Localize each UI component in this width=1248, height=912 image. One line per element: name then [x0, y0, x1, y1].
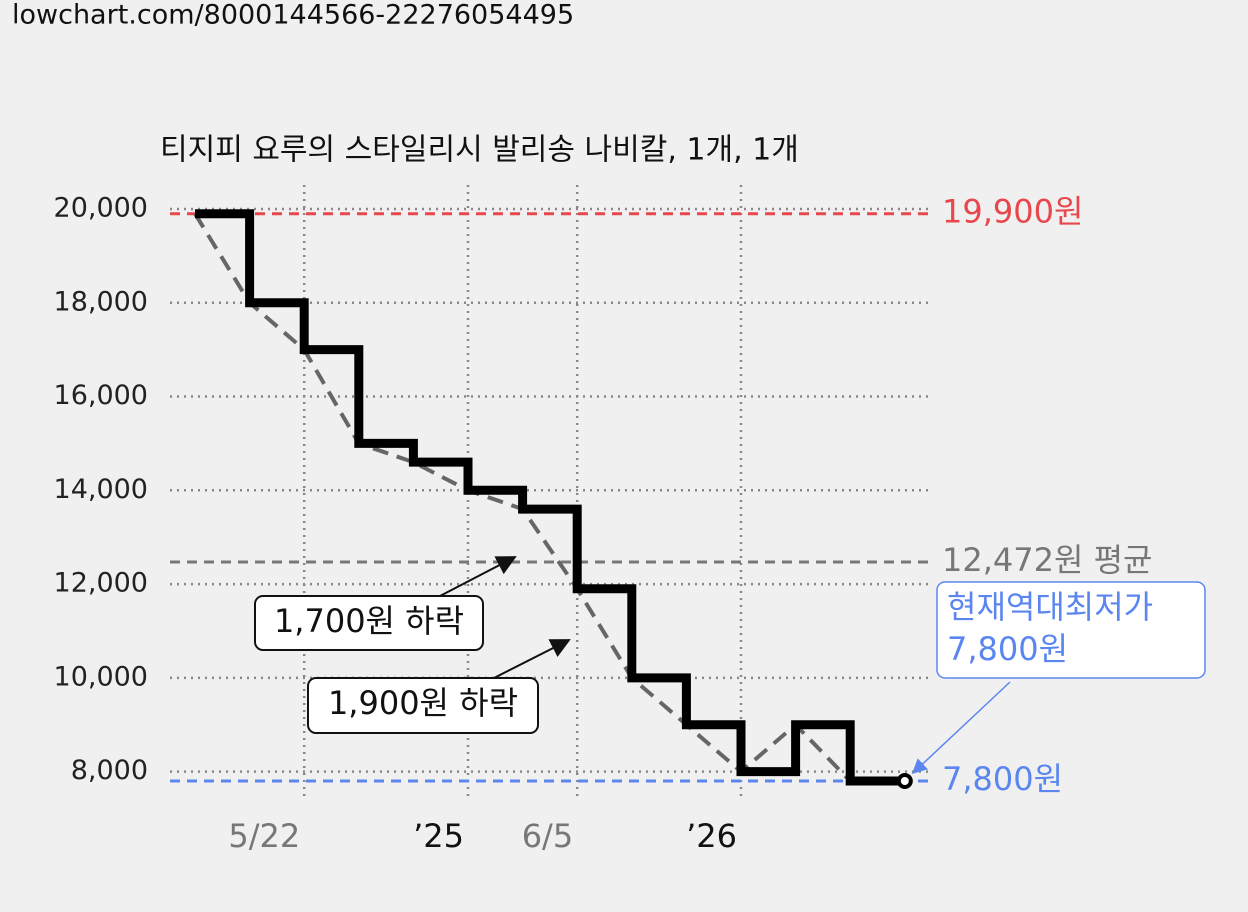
y-tick-label: 14,000 [54, 474, 148, 505]
y-tick-label: 8,000 [71, 755, 148, 786]
y-tick-label: 12,000 [54, 568, 148, 599]
y-tick-label: 20,000 [54, 193, 148, 224]
y-tick-label: 16,000 [54, 380, 148, 411]
annotation-box [307, 677, 539, 734]
y-tick-label: 18,000 [54, 286, 148, 317]
annotation-box [936, 581, 1206, 679]
reference-label: 19,900원 [942, 193, 1083, 231]
url: lowchart.com/8000144566-22276054495 [12, 0, 574, 31]
annotation-box [254, 595, 484, 651]
reference-label: 12,472원 평균 [942, 541, 1152, 579]
annotation-arrow [439, 556, 517, 597]
annotation-arrow [911, 681, 1011, 775]
trend-line [193, 212, 905, 783]
y-tick-label: 10,000 [54, 661, 148, 692]
annotation-text: 7,800원 [947, 630, 1068, 668]
annotation-arrow [493, 639, 571, 679]
x-tick-label: 6/5 [522, 817, 574, 855]
x-tick-label: 5/22 [228, 817, 300, 855]
annotation-text: 현재역대최저가 [947, 588, 1153, 626]
annotation-text: 1,900원 하락 [328, 684, 518, 722]
x-tick-label: ’26 [686, 817, 737, 855]
x-tick-label: ’25 [413, 817, 464, 855]
chart-title: 티지피 요루의 스타일리시 발리송 나비칼, 1개, 1개 [160, 133, 799, 168]
reference-label: 7,800원 [942, 760, 1063, 798]
last-point [896, 773, 913, 789]
annotation-text: 1,700원 하락 [274, 602, 464, 640]
price-line [195, 209, 905, 786]
